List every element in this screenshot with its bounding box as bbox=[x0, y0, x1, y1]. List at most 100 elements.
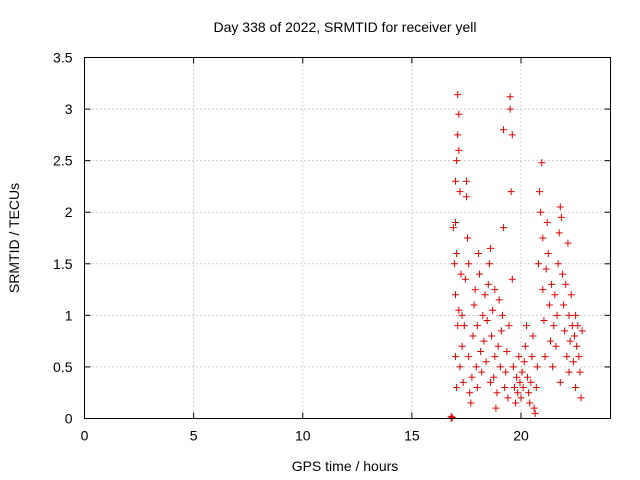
data-point bbox=[574, 322, 582, 330]
data-point bbox=[556, 378, 564, 386]
data-point bbox=[489, 306, 497, 314]
data-point bbox=[478, 368, 486, 376]
y-tick-label: 2 bbox=[65, 204, 73, 220]
data-point bbox=[546, 337, 554, 345]
data-point bbox=[529, 332, 537, 340]
data-point bbox=[471, 286, 479, 294]
x-tick-label: 0 bbox=[81, 428, 89, 444]
data-point bbox=[454, 322, 462, 330]
data-point bbox=[539, 234, 547, 242]
x-tick-label: 5 bbox=[190, 428, 198, 444]
data-point bbox=[505, 322, 513, 330]
data-point bbox=[452, 291, 460, 299]
data-point bbox=[482, 358, 490, 366]
data-point bbox=[458, 311, 466, 319]
data-point bbox=[577, 394, 585, 402]
y-tick-label: 1 bbox=[65, 307, 73, 323]
data-point bbox=[561, 327, 569, 335]
data-point bbox=[464, 234, 472, 242]
y-tick-label: 3 bbox=[65, 101, 73, 117]
data-point bbox=[458, 342, 466, 350]
data-point bbox=[497, 327, 505, 335]
data-point bbox=[550, 322, 558, 330]
data-point bbox=[551, 291, 559, 299]
data-point bbox=[496, 363, 504, 371]
data-point bbox=[548, 280, 556, 288]
data-point bbox=[560, 301, 568, 309]
data-point bbox=[470, 301, 478, 309]
data-point bbox=[469, 332, 477, 340]
x-tick-label: 15 bbox=[404, 428, 420, 444]
data-point bbox=[565, 311, 573, 319]
y-tick-labels: 0 0.5 1 1.5 2 2.5 3 3.5 bbox=[53, 50, 73, 427]
x-tick-labels: 0 5 10 15 20 bbox=[81, 428, 529, 444]
data-point bbox=[472, 363, 480, 371]
data-point bbox=[540, 317, 548, 325]
data-point bbox=[490, 373, 498, 381]
data-point bbox=[452, 177, 460, 185]
data-point bbox=[477, 347, 485, 355]
data-point bbox=[570, 332, 578, 340]
data-point bbox=[549, 363, 557, 371]
data-point bbox=[483, 317, 491, 325]
grid bbox=[84, 57, 611, 419]
data-point bbox=[486, 378, 494, 386]
data-point bbox=[456, 188, 464, 196]
data-point bbox=[462, 177, 470, 185]
data-point bbox=[522, 322, 530, 330]
data-point bbox=[524, 373, 532, 381]
data-point bbox=[465, 353, 473, 361]
data-point bbox=[566, 337, 574, 345]
y-tick-label: 1.5 bbox=[53, 256, 73, 272]
data-point bbox=[506, 105, 514, 113]
data-point bbox=[481, 291, 489, 299]
data-point bbox=[564, 239, 572, 247]
data-point bbox=[501, 384, 509, 392]
data-point bbox=[476, 270, 484, 278]
data-point bbox=[572, 311, 580, 319]
data-point bbox=[527, 378, 535, 386]
data-point bbox=[542, 265, 550, 273]
x-tick-label: 20 bbox=[513, 428, 529, 444]
data-point bbox=[557, 213, 565, 221]
data-point bbox=[525, 389, 533, 397]
data-point bbox=[512, 399, 520, 407]
data-point bbox=[448, 413, 456, 421]
y-tick-label: 3.5 bbox=[53, 50, 73, 66]
data-point bbox=[516, 378, 524, 386]
data-point bbox=[506, 93, 514, 101]
data-point bbox=[526, 399, 534, 407]
data-point bbox=[508, 131, 516, 139]
plot-frame bbox=[84, 57, 611, 419]
x-axis-label: GPS time / hours bbox=[292, 458, 399, 474]
data-point bbox=[517, 394, 525, 402]
data-point bbox=[493, 389, 501, 397]
data-point bbox=[460, 322, 468, 330]
data-point bbox=[532, 384, 540, 392]
data-point bbox=[518, 368, 526, 376]
data-point bbox=[498, 311, 506, 319]
data-point bbox=[462, 193, 470, 201]
data-point bbox=[492, 404, 500, 412]
data-point bbox=[513, 373, 521, 381]
data-point bbox=[484, 280, 492, 288]
data-point bbox=[503, 347, 511, 355]
data-point bbox=[573, 342, 581, 350]
data-point bbox=[452, 219, 460, 227]
data-point bbox=[531, 409, 539, 417]
data-point bbox=[449, 224, 457, 232]
data-points bbox=[447, 91, 586, 422]
data-point bbox=[455, 110, 463, 118]
data-point bbox=[534, 260, 542, 268]
data-point bbox=[452, 353, 460, 361]
data-point bbox=[461, 275, 469, 283]
data-point bbox=[520, 358, 528, 366]
data-point bbox=[504, 394, 512, 402]
data-point bbox=[474, 249, 482, 257]
data-point bbox=[479, 311, 487, 319]
data-point bbox=[543, 219, 551, 227]
data-point bbox=[494, 342, 502, 350]
data-point bbox=[552, 342, 560, 350]
data-point bbox=[565, 368, 573, 376]
